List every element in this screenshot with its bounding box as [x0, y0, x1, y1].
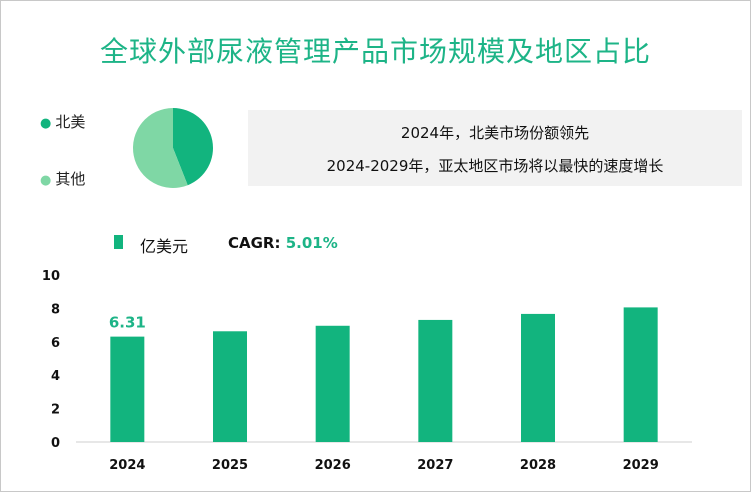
x-axis-ticks: 2024 2025 2026 2027 2028 2029 [109, 458, 659, 473]
y-axis-ticks: 0 2 4 6 8 10 [42, 269, 60, 451]
x-tick-label: 2029 [623, 458, 659, 473]
x-tick-label: 2028 [520, 458, 556, 473]
pie-legend-item-other: ● 其他 [40, 168, 85, 189]
info-box: 2024年，北美市场份额领先 2024-2029年，亚太地区市场将以最快的速度增… [248, 110, 742, 186]
bars [110, 307, 658, 442]
bar-legend-swatch [114, 235, 123, 249]
legend-dot-icon: ● [40, 173, 52, 188]
bar-2026 [315, 325, 350, 442]
pie-chart [133, 108, 214, 188]
pie-legend-item-north-america: ● 北美 [40, 111, 85, 132]
info-line-2: 2024-2029年，亚太地区市场将以最快的速度增长 [326, 157, 664, 175]
chart-title: 全球外部尿液管理产品市场规模及地区占比 [99, 35, 651, 68]
y-tick-label: 10 [42, 269, 60, 284]
y-tick-label: 8 [51, 302, 60, 317]
bar-2024 [110, 336, 145, 442]
y-tick-label: 0 [51, 436, 60, 451]
cagr-value: 5.01% [285, 234, 338, 252]
cagr-label-text: CAGR: [228, 234, 286, 252]
pie-slice-north-america [173, 108, 214, 186]
legend-dot-icon: ● [40, 116, 52, 131]
bar-2029 [623, 307, 658, 442]
data-label: 6.31 [109, 314, 146, 332]
y-tick-label: 2 [51, 403, 60, 418]
bar-2027 [418, 319, 453, 442]
pie-slice-other [133, 108, 188, 188]
x-tick-label: 2024 [109, 458, 145, 473]
y-tick-label: 6 [51, 336, 60, 351]
bar-2025 [213, 331, 247, 442]
x-tick-label: 2025 [212, 458, 248, 473]
bar-2028 [521, 313, 555, 442]
bar-legend-label: 亿美元 [140, 237, 189, 256]
data-labels: 6.31 [109, 314, 146, 332]
pie-legend-label: 其他 [55, 170, 86, 188]
x-tick-label: 2027 [417, 458, 453, 473]
x-tick-label: 2026 [315, 458, 351, 473]
pie-legend-label: 北美 [55, 113, 86, 131]
cagr-label: CAGR: 5.01% [228, 234, 338, 252]
info-line-1: 2024年，北美市场份额领先 [400, 124, 590, 142]
y-tick-label: 4 [51, 369, 60, 384]
